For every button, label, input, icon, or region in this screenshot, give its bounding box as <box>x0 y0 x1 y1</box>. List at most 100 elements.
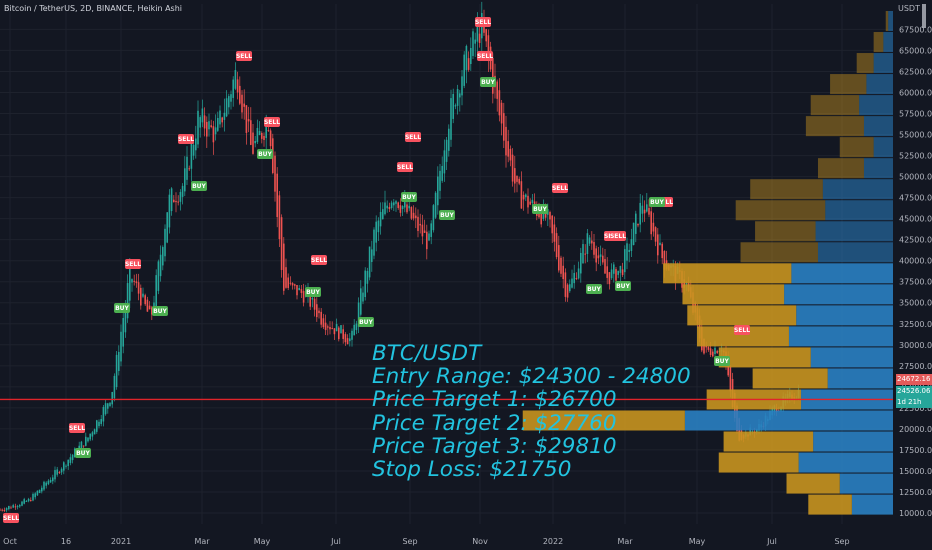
sell-signal[interactable]: SELL <box>125 259 141 269</box>
buy-signal[interactable]: BUY <box>615 281 631 291</box>
buy-signal[interactable]: BUY <box>714 356 730 366</box>
candle-body <box>485 29 487 42</box>
candle-body <box>19 505 21 507</box>
candle-body <box>395 201 397 204</box>
sell-signal[interactable]: SELL <box>734 325 750 335</box>
buy-signal[interactable]: BUY <box>152 306 168 316</box>
candle-body <box>223 112 226 120</box>
candle-body <box>632 222 635 246</box>
candle-body <box>529 201 531 205</box>
candle-body <box>206 121 208 137</box>
buy-signal[interactable]: BUY <box>586 284 602 294</box>
time-axis[interactable]: Oct 16 2021 Mar May Jul Sep Nov 2022 Mar May Jul Sep <box>3 537 849 546</box>
sell-signal[interactable]: SELL <box>405 132 421 142</box>
candle-body <box>245 105 248 133</box>
profile-buy-bar <box>796 305 893 326</box>
sell-signal[interactable]: SELL <box>475 17 491 27</box>
candle-body <box>181 185 184 197</box>
candle-body <box>54 470 56 480</box>
candle-body <box>364 270 366 298</box>
buy-signal[interactable]: BUY <box>257 149 273 159</box>
candle-body <box>175 200 177 203</box>
candle-body <box>120 331 122 362</box>
profile-sell-bar <box>682 284 785 305</box>
candle-body <box>500 102 503 124</box>
candle-body <box>173 199 175 203</box>
candle-body <box>225 98 228 117</box>
candle-body <box>516 175 518 182</box>
candle-body <box>635 213 637 234</box>
candle-body <box>478 33 481 43</box>
sell-signal[interactable]: SELL <box>69 423 85 433</box>
buy-signal[interactable]: BUY <box>401 192 417 202</box>
candle-body <box>393 202 395 206</box>
buy-signal[interactable]: BUY <box>114 303 130 313</box>
sell-signal[interactable]: SELL <box>552 183 568 193</box>
profile-sell-bar <box>839 137 874 158</box>
candle-body <box>434 192 437 218</box>
profile-buy-bar <box>825 200 893 221</box>
candle-body <box>45 482 47 486</box>
candle-body <box>291 283 294 286</box>
candle-body <box>470 47 472 65</box>
sell-signal[interactable]: SELL <box>477 51 493 61</box>
candle-body <box>261 133 263 139</box>
time-tick-label: Jul <box>330 537 341 546</box>
candle-body <box>80 441 83 450</box>
signal-label: BUY <box>715 358 729 365</box>
profile-sell-bar <box>817 158 864 179</box>
candle-body <box>379 211 382 227</box>
signal-label: SELL <box>125 261 141 268</box>
candle-body <box>593 241 595 255</box>
profile-buy-bar <box>798 452 893 473</box>
candle-body <box>540 213 542 225</box>
profile-sell-bar <box>810 95 860 116</box>
buy-signal[interactable]: BUY <box>532 204 548 214</box>
candle-body <box>437 176 439 206</box>
trade-pair: BTC/USDT <box>372 341 482 366</box>
candle-body <box>41 487 43 492</box>
sell-signal[interactable]: SELL <box>3 513 19 523</box>
candle-body <box>705 346 707 348</box>
price-tick-label: 40000.00 <box>899 257 932 266</box>
candle-body <box>146 299 149 312</box>
candle-body <box>456 89 459 106</box>
profile-buy-bar <box>817 242 893 263</box>
profile-buy-bar <box>815 221 893 242</box>
sell-signal[interactable]: SELL <box>236 51 252 61</box>
candle-body <box>452 94 454 119</box>
sell-signal[interactable]: SELL <box>264 117 280 127</box>
buy-signal[interactable]: BUY <box>358 317 374 327</box>
candle-body <box>258 130 261 136</box>
candle-body <box>16 506 19 508</box>
scroll-handle[interactable] <box>922 4 926 28</box>
candle-body <box>250 120 252 145</box>
signal-markers: SELL BUY SELL BUY SELL BUY SELL SELL BUY SELL BUY S… <box>3 17 750 523</box>
signal-label: BUY <box>616 283 630 290</box>
candle-body <box>461 76 463 96</box>
candle-body <box>109 402 111 407</box>
symbol-title[interactable]: Bitcoin / TetherUS, 2D, BINANCE, Heikin … <box>4 4 183 13</box>
profile-sell-bar <box>830 74 867 95</box>
sell-signal[interactable]: SELL <box>311 255 327 265</box>
candle-body <box>320 311 322 325</box>
sell-signal[interactable]: SELL <box>397 162 413 172</box>
buy-signal[interactable]: BUY <box>191 181 207 191</box>
candle-body <box>450 98 452 140</box>
buy-signal[interactable]: BUY <box>649 197 665 207</box>
sell-signal[interactable]: SELL <box>610 231 626 241</box>
candle-body <box>619 265 622 273</box>
price-axis[interactable]: USDT 67500.00 65000.00 62500.00 60000.00 575… <box>898 4 932 518</box>
candle-body <box>280 217 283 270</box>
buy-signal[interactable]: BUY <box>480 77 496 87</box>
signal-label: BUY <box>258 151 272 158</box>
sell-signal[interactable]: SELL <box>178 134 194 144</box>
candle-body <box>168 194 171 228</box>
buy-signal[interactable]: BUY <box>75 448 91 458</box>
candle-body <box>104 403 107 415</box>
profile-buy-bar <box>784 284 893 305</box>
buy-signal[interactable]: BUY <box>305 287 321 297</box>
buy-signal[interactable]: BUY <box>439 210 455 220</box>
